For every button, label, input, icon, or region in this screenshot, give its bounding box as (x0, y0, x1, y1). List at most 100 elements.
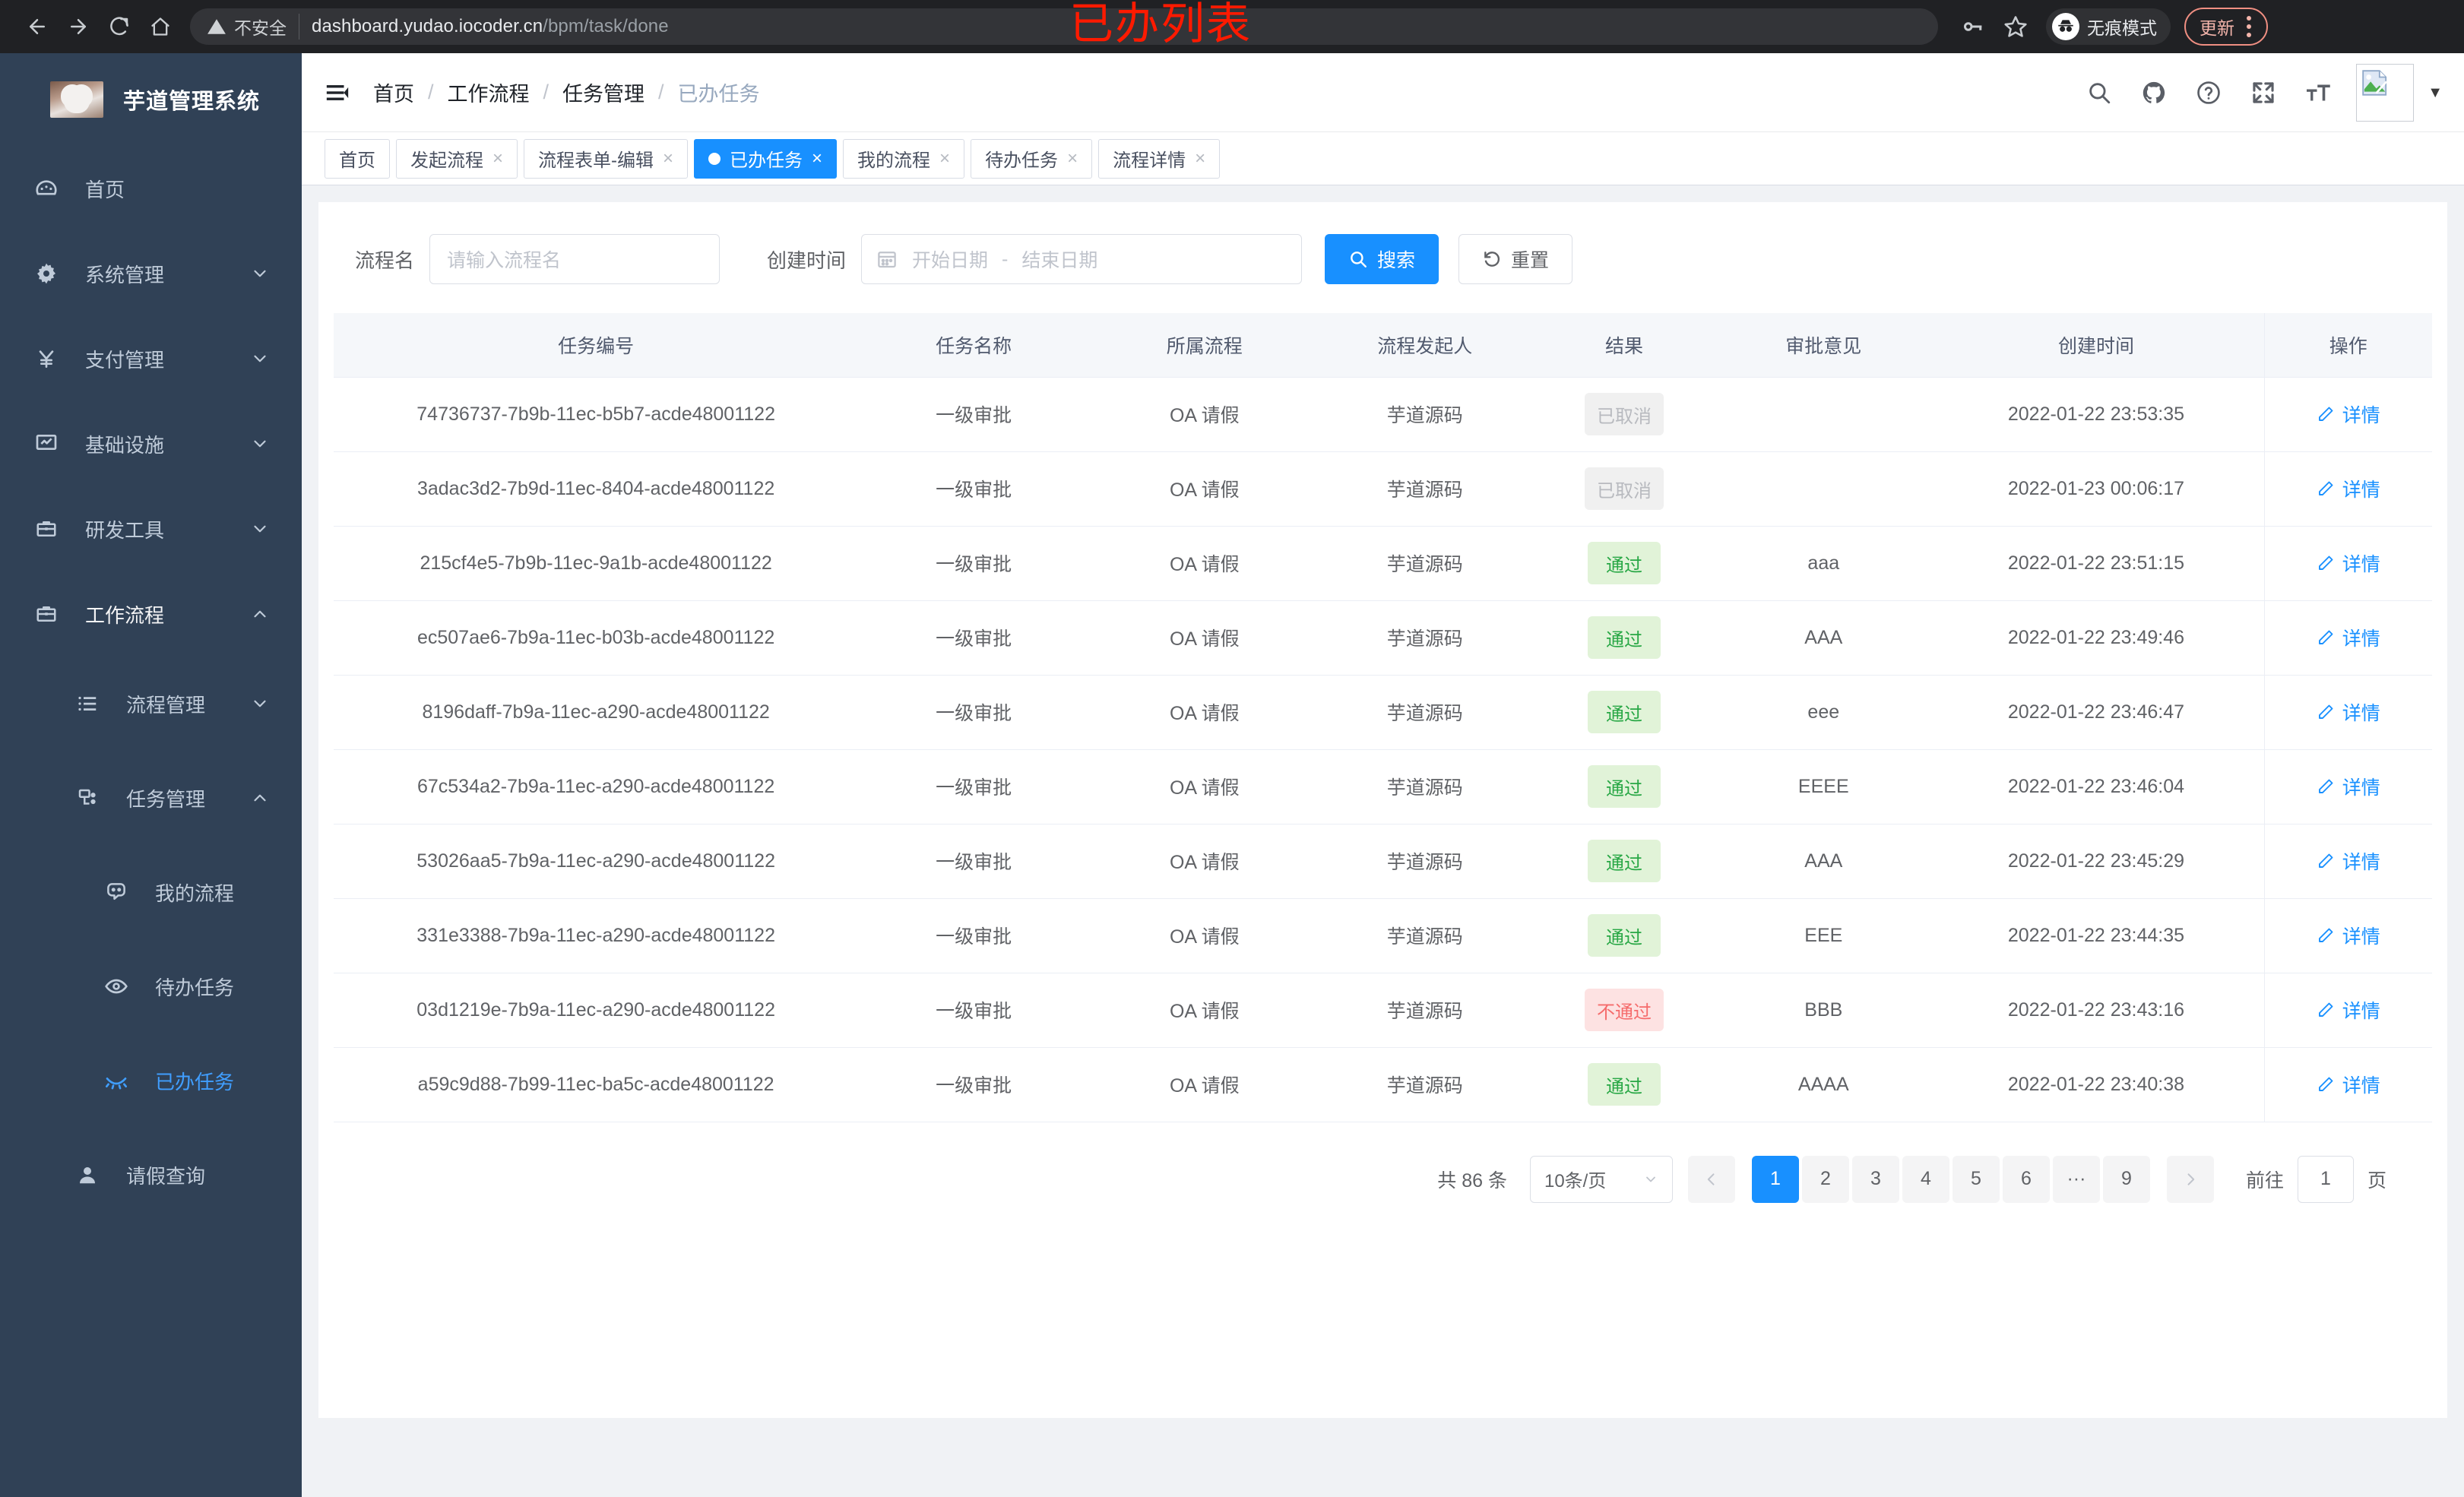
detail-button[interactable]: 详情 (2317, 773, 2380, 800)
prev-page-button[interactable] (1687, 1155, 1735, 1203)
cell-process: OA 请假 (1088, 451, 1320, 527)
sidebar-item-workflow[interactable]: 工作流程 (0, 571, 302, 657)
end-date-input[interactable]: 结束日期 (1021, 250, 1098, 271)
detail-button[interactable]: 详情 (2317, 549, 2380, 577)
page-number-button[interactable]: 4 (1902, 1155, 1949, 1203)
next-page-button[interactable] (2166, 1155, 2214, 1203)
detail-button[interactable]: 详情 (2317, 475, 2380, 502)
sidebar-item-done-task[interactable]: 已办任务 (0, 1033, 302, 1128)
kebab-menu-icon[interactable] (2241, 16, 2257, 37)
detail-button[interactable]: 详情 (2317, 847, 2380, 875)
home-button[interactable] (140, 6, 181, 47)
detail-button[interactable]: 详情 (2317, 1071, 2380, 1098)
tab-todo-task[interactable]: 待办任务 × (971, 138, 1093, 179)
cell-task-name: 一级审批 (858, 526, 1089, 601)
page-number-button[interactable]: 6 (2002, 1155, 2050, 1203)
detail-button[interactable]: 详情 (2317, 996, 2380, 1024)
tab-process-detail[interactable]: 流程详情 × (1098, 138, 1221, 179)
update-button[interactable]: 更新 (2184, 8, 2268, 46)
font-size-icon[interactable] (2301, 76, 2335, 109)
breadcrumb-item-workflow[interactable]: 工作流程 (447, 83, 530, 106)
incognito-indicator[interactable]: 无痕模式 (2046, 8, 2171, 45)
chevron-down-icon (250, 694, 270, 714)
github-icon[interactable] (2137, 76, 2171, 109)
status-badge: 不通过 (1584, 989, 1664, 1031)
hamburger-icon[interactable] (325, 80, 350, 106)
help-circle-icon[interactable] (2192, 76, 2225, 109)
address-bar[interactable]: 不安全 dashboard.yudao.iocoder.cn/bpm/task/… (190, 8, 1938, 45)
sidebar-item-my-process[interactable]: 我的流程 (0, 845, 302, 939)
tab-strip: 首页 发起流程 × 流程表单-编辑 × 已办任务 × 我的流程 × 待办任务 × (302, 132, 2464, 185)
sidebar-item-home[interactable]: 首页 (0, 146, 302, 231)
search-button[interactable]: 搜索 (1325, 234, 1439, 284)
table-body: 74736737-7b9b-11ec-b5b7-acde48001122 一级审批… (334, 377, 2432, 1122)
tab-process-form-edit[interactable]: 流程表单-编辑 × (524, 138, 689, 179)
detail-button[interactable]: 详情 (2317, 624, 2380, 651)
eye-icon (99, 974, 134, 999)
sidebar-item-process-manage[interactable]: 流程管理 (0, 657, 302, 751)
back-button[interactable] (17, 6, 58, 47)
page-size-select[interactable]: 10条/页 (1529, 1155, 1673, 1203)
content-area: 流程名 请输入流程名 创建时间 开始日期 - 结束日期 (302, 185, 2464, 1435)
brand[interactable]: 芋道管理系统 (0, 53, 302, 146)
sidebar-item-devtools[interactable]: 研发工具 (0, 486, 302, 571)
breadcrumb-item-home[interactable]: 首页 (373, 83, 414, 106)
sidebar-item-system[interactable]: 系统管理 (0, 231, 302, 316)
breadcrumb-item-task-manage[interactable]: 任务管理 (562, 83, 645, 106)
page-ellipsis[interactable]: ··· (2052, 1155, 2100, 1203)
cell-starter: 芋道源码 (1319, 749, 1530, 824)
reload-button[interactable] (99, 6, 140, 47)
page-number-button[interactable]: 5 (1952, 1155, 2000, 1203)
sidebar-item-todo-task[interactable]: 待办任务 (0, 939, 302, 1033)
search-icon[interactable] (2082, 76, 2116, 109)
star-icon[interactable] (1996, 7, 2035, 46)
tab-done-task[interactable]: 已办任务 × (694, 138, 838, 179)
page-number-button[interactable]: 1 (1751, 1155, 1799, 1203)
tab-close-icon[interactable]: × (812, 147, 823, 169)
process-name-label: 流程名 (355, 248, 415, 272)
tab-start-process[interactable]: 发起流程 × (396, 138, 518, 179)
date-range-picker[interactable]: 开始日期 - 结束日期 (861, 234, 1303, 284)
filter-bar: 流程名 请输入流程名 创建时间 开始日期 - 结束日期 (318, 202, 2447, 313)
pagination: 共 86 条 10条/页 1 2 3 4 5 6 ··· 9 (334, 1122, 2432, 1203)
detail-button[interactable]: 详情 (2317, 922, 2380, 949)
chevron-down-icon[interactable]: ▼ (2428, 84, 2443, 101)
page-number-button[interactable]: 9 (2102, 1155, 2150, 1203)
tab-close-icon[interactable]: × (492, 147, 504, 169)
cell-task-name: 一级审批 (858, 600, 1089, 676)
sidebar-item-payment[interactable]: 支付管理 (0, 316, 302, 401)
cell-operation: 详情 (2263, 749, 2432, 824)
tab-home[interactable]: 首页 (325, 138, 390, 179)
cell-task-name: 一级审批 (858, 973, 1089, 1048)
detail-button[interactable]: 详情 (2317, 698, 2380, 726)
sidebar-item-task-manage[interactable]: 任务管理 (0, 751, 302, 845)
tab-close-icon[interactable]: × (939, 147, 951, 169)
forward-button[interactable] (58, 6, 99, 47)
status-badge: 通过 (1587, 1063, 1661, 1106)
sidebar-item-leave-query[interactable]: 请假查询 (0, 1128, 302, 1222)
incognito-icon (2052, 13, 2079, 40)
cell-result: 通过 (1529, 675, 1719, 750)
tab-close-icon[interactable]: × (1067, 147, 1078, 169)
security-warning[interactable]: 不安全 (207, 14, 299, 40)
tab-my-process[interactable]: 我的流程 × (843, 138, 965, 179)
reset-button[interactable]: 重置 (1458, 234, 1573, 284)
sidebar-item-infrastructure[interactable]: 基础设施 (0, 401, 302, 486)
cell-starter: 芋道源码 (1319, 600, 1530, 676)
key-icon[interactable] (1953, 7, 1993, 46)
start-date-input[interactable]: 开始日期 (912, 250, 989, 271)
col-task-id: 任务编号 (334, 313, 859, 378)
status-badge: 通过 (1587, 542, 1661, 584)
col-operation: 操作 (2263, 313, 2432, 378)
sidebar-item-label: 我的流程 (155, 881, 235, 905)
avatar[interactable] (2356, 64, 2415, 122)
page-number-button[interactable]: 3 (1851, 1155, 1899, 1203)
jump-page-input[interactable]: 1 (2297, 1155, 2354, 1203)
sidebar-item-label: 请假查询 (126, 1164, 206, 1188)
process-name-input[interactable]: 请输入流程名 (429, 234, 721, 284)
tab-close-icon[interactable]: × (663, 147, 674, 169)
fullscreen-icon[interactable] (2247, 76, 2280, 109)
page-number-button[interactable]: 2 (1801, 1155, 1849, 1203)
tab-close-icon[interactable]: × (1195, 147, 1206, 169)
detail-button[interactable]: 详情 (2317, 400, 2380, 428)
